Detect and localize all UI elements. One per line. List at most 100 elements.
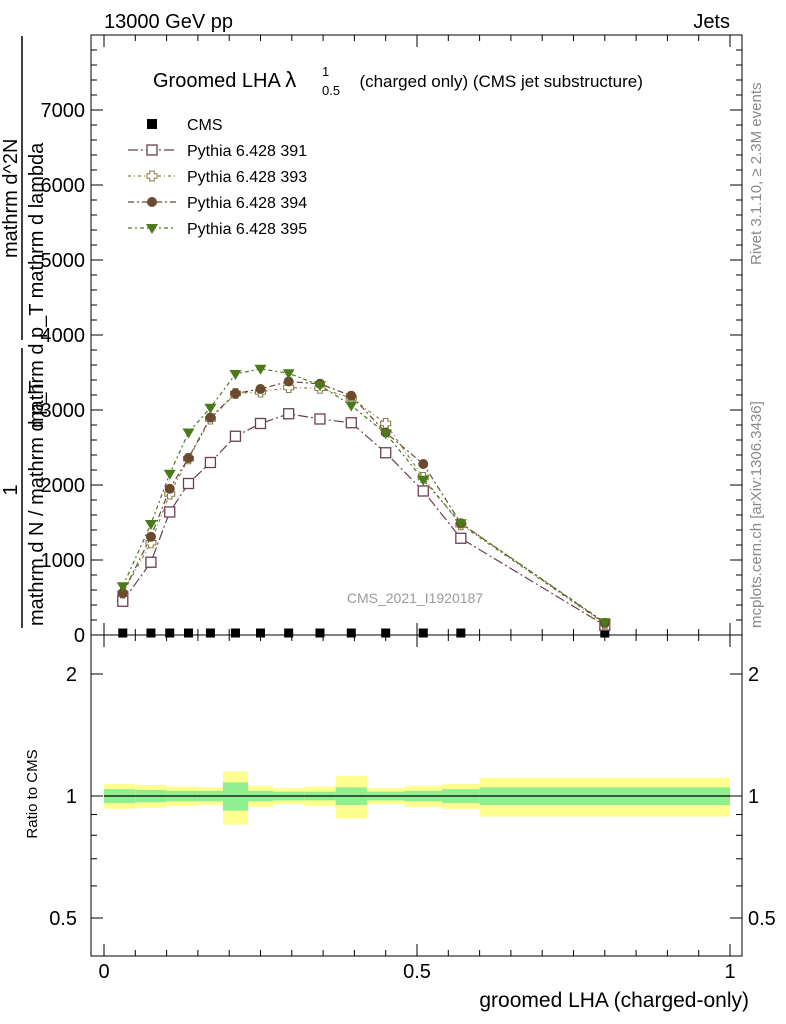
xtick-label: 0 xyxy=(98,961,109,983)
data-point xyxy=(315,628,325,638)
series-0 xyxy=(118,628,610,638)
data-point xyxy=(455,532,467,544)
data-point xyxy=(418,628,428,638)
ytick-label: 3000 xyxy=(41,400,86,422)
ytick-label: 1000 xyxy=(41,550,86,572)
data-point xyxy=(146,170,158,182)
data-point xyxy=(204,456,217,469)
side-label-mcplots: mcplots.cern.ch [arXiv:1306.3436] xyxy=(748,401,765,628)
header-right: Jets xyxy=(693,11,730,33)
data-point xyxy=(230,628,240,638)
data-point xyxy=(229,430,242,442)
title-sup: 1 xyxy=(322,64,329,79)
data-point xyxy=(205,412,216,423)
legend-entry: Pythia 6.428 391 xyxy=(128,143,307,160)
data-point xyxy=(145,556,157,568)
data-point xyxy=(205,628,215,638)
side-label-rivet: Rivet 3.1.10, ≥ 2.3M events xyxy=(748,83,765,266)
legend-label: CMS xyxy=(187,117,223,134)
data-point xyxy=(229,370,242,380)
data-point xyxy=(163,469,176,480)
ytick-label: 2000 xyxy=(41,475,86,497)
data-point xyxy=(147,197,157,207)
legend-entry: Pythia 6.428 394 xyxy=(128,195,307,212)
data-point xyxy=(283,408,295,420)
xlabel: groomed LHA (charged-only) xyxy=(479,989,749,1012)
legend-label: Pythia 6.428 393 xyxy=(187,169,307,186)
data-point xyxy=(380,447,392,459)
ratio-ytick-label-right: 1 xyxy=(748,786,759,808)
svg-text:Groomed LHA λ: Groomed LHA λ xyxy=(153,67,296,92)
data-point xyxy=(165,628,175,638)
ratio-ytick-label: 1 xyxy=(66,786,77,808)
data-point xyxy=(183,453,194,463)
ratio-plot: 0.5 0.5 1 1 2 2 0 0.5 1 xyxy=(49,634,776,983)
data-point xyxy=(254,364,267,375)
title-rest: (charged only) (CMS jet substructure) xyxy=(350,72,643,91)
data-point xyxy=(454,519,467,530)
data-point xyxy=(381,628,391,638)
data-point xyxy=(256,628,265,638)
series-4 xyxy=(116,364,611,629)
data-point xyxy=(456,628,466,638)
legend: CMS Pythia 6.428 391 Pythia 6.428 393 Pythi… xyxy=(128,117,307,238)
ratio-ytick-label-right: 0.5 xyxy=(748,908,776,930)
ylabel-denominator: mathrm d N / mathrm d p_T xyxy=(26,380,48,626)
data-point xyxy=(283,376,294,387)
legend-label: Pythia 6.428 395 xyxy=(187,221,307,238)
data-point xyxy=(116,582,129,593)
ytick-label: 7000 xyxy=(41,100,86,122)
data-point xyxy=(284,628,294,638)
legend-label: Pythia 6.428 394 xyxy=(187,195,307,212)
data-point xyxy=(345,417,357,429)
data-point xyxy=(117,588,128,598)
data-point xyxy=(345,401,358,412)
title-main: Groomed LHA xyxy=(153,70,285,92)
data-point xyxy=(417,485,429,497)
data-point xyxy=(184,628,194,638)
series-layer xyxy=(116,364,611,638)
data-point xyxy=(182,428,195,439)
main-plot: 0 1000 2000 3000 4000 5000 6000 7000 Groomed LH… xyxy=(41,34,743,647)
ylabel-main: 1 mathrm d N / mathrm d p_T mathrm d^2N … xyxy=(0,36,48,628)
data-point xyxy=(146,628,156,638)
data-point xyxy=(144,520,157,530)
data-point xyxy=(346,628,356,638)
data-point xyxy=(164,483,175,494)
data-point xyxy=(314,413,326,425)
data-point xyxy=(282,369,295,380)
ylabel-numerator-bottom: mathrm d p_T mathrm d lambda xyxy=(26,142,48,428)
ratio-ytick-label-right: 2 xyxy=(748,664,759,686)
analysis-label: CMS_2021_I1920187 xyxy=(347,590,483,606)
ratio-ytick-label: 2 xyxy=(66,664,77,686)
data-point xyxy=(346,390,357,401)
data-point xyxy=(164,506,176,518)
ratio-ytick-label: 0.5 xyxy=(49,908,77,930)
data-point xyxy=(379,429,392,440)
data-point xyxy=(418,459,429,469)
xtick-label: 0.5 xyxy=(403,961,431,983)
ytick-label: 6000 xyxy=(41,175,86,197)
ytick-label: 5000 xyxy=(41,250,86,272)
data-point xyxy=(146,224,158,234)
legend-label: Pythia 6.428 391 xyxy=(187,143,307,160)
ratio-ylabel: Ratio to CMS xyxy=(24,749,41,838)
header-left: 13000 GeV pp xyxy=(104,11,233,33)
data-point xyxy=(118,628,128,638)
title-sub: 0.5 xyxy=(322,83,340,98)
ylabel-numerator-top: mathrm d^2N xyxy=(0,139,22,258)
data-point xyxy=(230,388,241,399)
data-point xyxy=(313,381,326,392)
xtick-label: 1 xyxy=(724,961,735,983)
data-point xyxy=(254,417,267,430)
data-point xyxy=(600,628,610,638)
chart-title: Groomed LHA λ 1 0.5 (charged only) (CMS … xyxy=(153,64,643,98)
legend-entry: Pythia 6.428 395 xyxy=(128,221,307,238)
title-lambda: λ xyxy=(285,67,296,92)
data-point xyxy=(145,531,156,542)
ytick-label: 0 xyxy=(74,625,85,647)
data-point xyxy=(147,119,157,129)
legend-entry: CMS xyxy=(147,117,223,134)
data-point xyxy=(417,475,430,486)
